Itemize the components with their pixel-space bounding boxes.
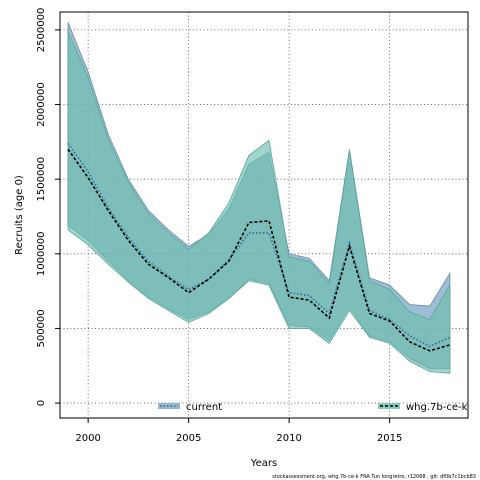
legend-swatch-current: [158, 403, 180, 409]
line-whg-7b-ce-k: [67, 148, 451, 352]
legend-swatch-whg-7b-ce-k: [378, 403, 400, 409]
y-tick-label-4: 2000000: [36, 82, 47, 127]
legend-label-whg-7b-ce-k: whg.7b-ce-k: [406, 402, 468, 413]
x-tick-label-3: 2015: [377, 433, 402, 444]
x-axis-title: Years: [250, 458, 277, 469]
y-tick-label-2: 1000000: [36, 232, 47, 277]
y-tick-label-5: 2500000: [36, 8, 47, 53]
y-tick-label-1: 500000: [36, 309, 47, 347]
x-tick-label-0: 2000: [75, 433, 100, 444]
plot-frame: [59, 11, 469, 419]
y-tick-label-0: 0: [36, 400, 47, 406]
x-tick-label-2: 2010: [276, 433, 301, 444]
y-axis-title: Recruits (age 0): [14, 175, 25, 255]
confidence-bands: [67, 22, 451, 374]
legend: current whg.7b-ce-k: [158, 402, 468, 413]
series-lines: [67, 142, 451, 352]
axes: 2000 2005 2010 2015 0 500000 1000000 1500000 200…: [36, 8, 402, 444]
footnote: stockassessment.org, whg.7b-ce-k FRA Tun…: [272, 474, 476, 480]
y-tick-label-3: 1500000: [36, 157, 47, 202]
x-tick-label-1: 2005: [176, 433, 201, 444]
line-current: [67, 142, 451, 348]
band-whg-7b-ce-k: [67, 31, 451, 374]
legend-label-current: current: [186, 402, 222, 413]
